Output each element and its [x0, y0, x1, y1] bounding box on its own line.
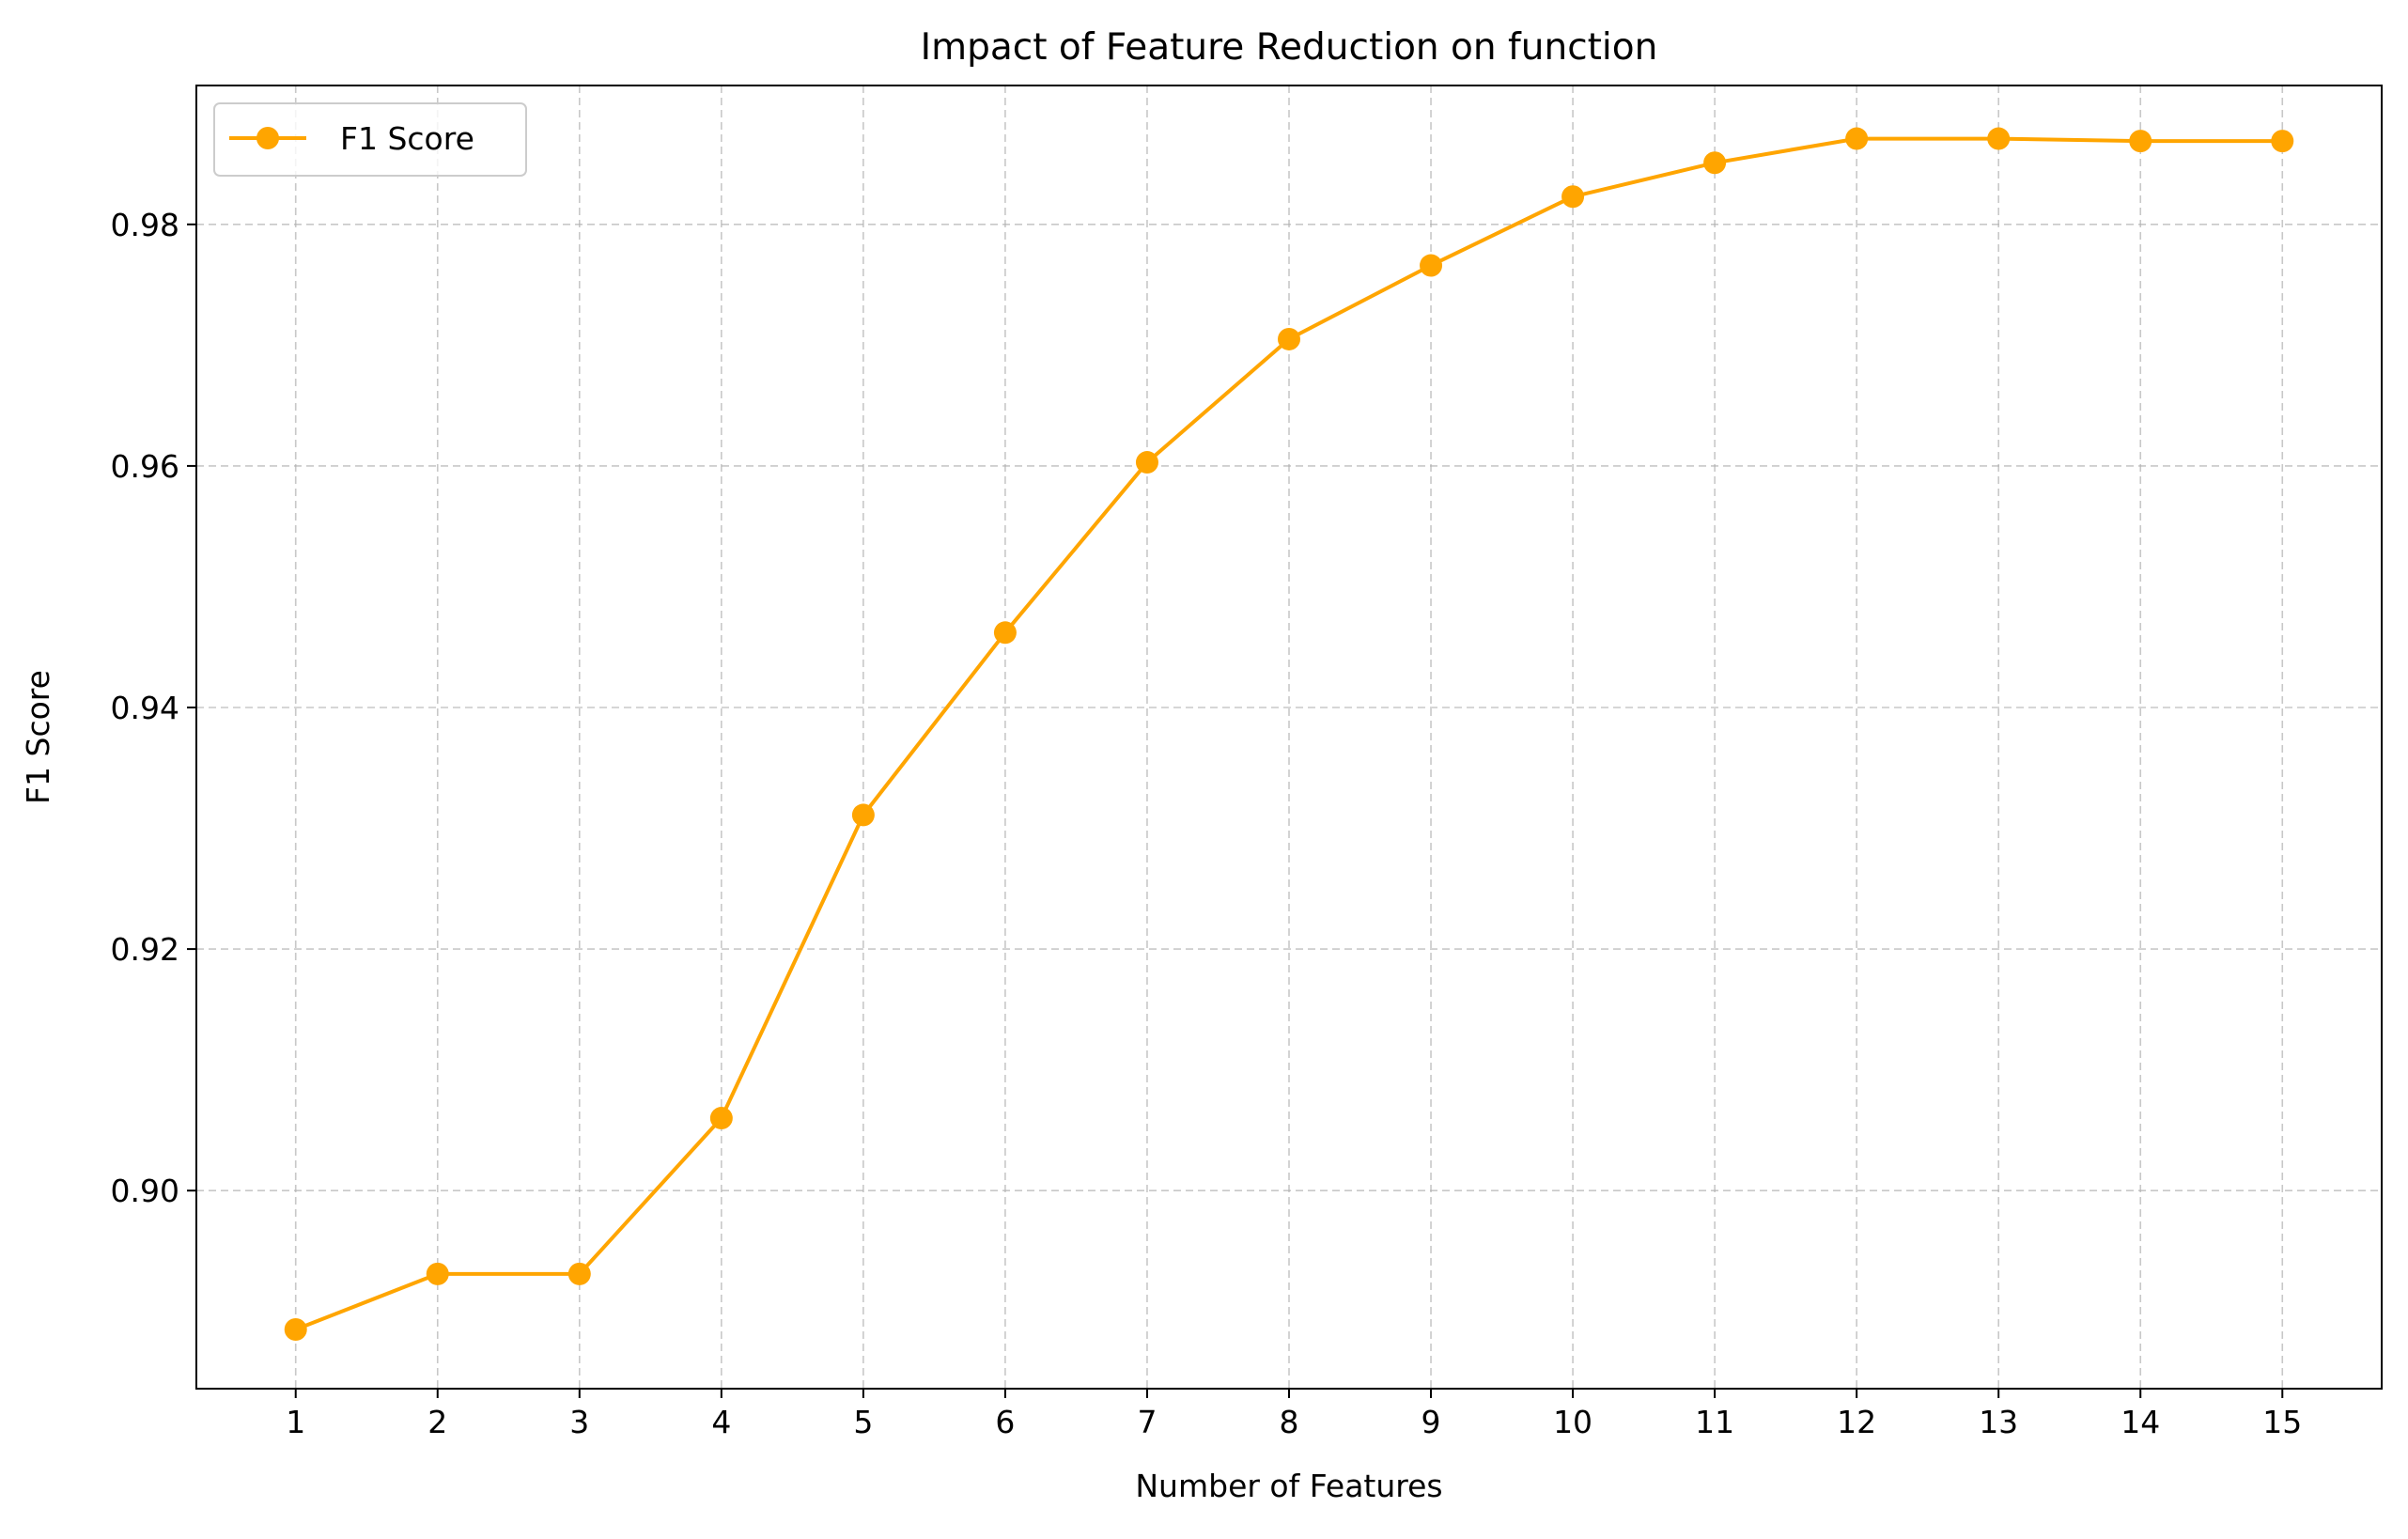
x-axis-label: Number of Features	[1135, 1468, 1442, 1504]
grid-lines	[196, 86, 2382, 1389]
data-point	[1420, 254, 1443, 277]
data-point	[993, 621, 1017, 645]
x-tick-label: 10	[1553, 1404, 1592, 1440]
y-tick-label: 0.98	[111, 207, 179, 243]
x-tick-label: 15	[2262, 1404, 2302, 1440]
legend: F1 Score	[213, 102, 527, 177]
data-point	[1561, 185, 1585, 209]
data-point	[1845, 127, 1869, 150]
x-tick-label: 9	[1421, 1404, 1441, 1440]
x-tick-label: 3	[569, 1404, 589, 1440]
x-axis-ticks: 1 2 3 4 5 6 7 8 9 10 11 12 13 14 15	[286, 1389, 2302, 1440]
data-point	[851, 803, 875, 827]
y-tick-label: 0.92	[111, 931, 179, 968]
data-point	[1987, 127, 2011, 150]
data-point	[1135, 451, 1158, 474]
data-point	[2129, 130, 2152, 153]
x-tick-label: 7	[1137, 1404, 1157, 1440]
x-tick-label: 4	[711, 1404, 731, 1440]
data-point	[1278, 327, 1300, 350]
data-point	[426, 1262, 449, 1285]
legend-box	[213, 102, 527, 177]
x-tick-label: 6	[995, 1404, 1015, 1440]
x-tick-label: 12	[1837, 1404, 1876, 1440]
x-tick-label: 8	[1280, 1404, 1299, 1440]
x-tick-label: 1	[286, 1404, 305, 1440]
x-tick-label: 11	[1695, 1404, 1734, 1440]
x-tick-label: 5	[853, 1404, 873, 1440]
legend-marker-swatch	[256, 127, 279, 149]
y-axis-label: F1 Score	[20, 670, 56, 804]
x-tick-label: 2	[427, 1404, 447, 1440]
data-point	[2271, 130, 2294, 153]
y-tick-label: 0.94	[111, 690, 179, 726]
x-tick-label: 13	[1979, 1404, 2018, 1440]
data-point	[1703, 151, 1727, 175]
y-tick-label: 0.90	[111, 1173, 179, 1209]
series-layer	[284, 127, 2294, 1342]
x-tick-label: 14	[2121, 1404, 2160, 1440]
legend-label: F1 Score	[340, 120, 474, 157]
data-point	[567, 1262, 591, 1285]
y-tick-label: 0.96	[111, 448, 179, 485]
data-point	[709, 1107, 733, 1130]
chart-title: Impact of Feature Reduction on function	[921, 26, 1658, 69]
y-axis-ticks: 0.90 0.92 0.94 0.96 0.98	[111, 207, 196, 1209]
data-point	[284, 1318, 307, 1342]
